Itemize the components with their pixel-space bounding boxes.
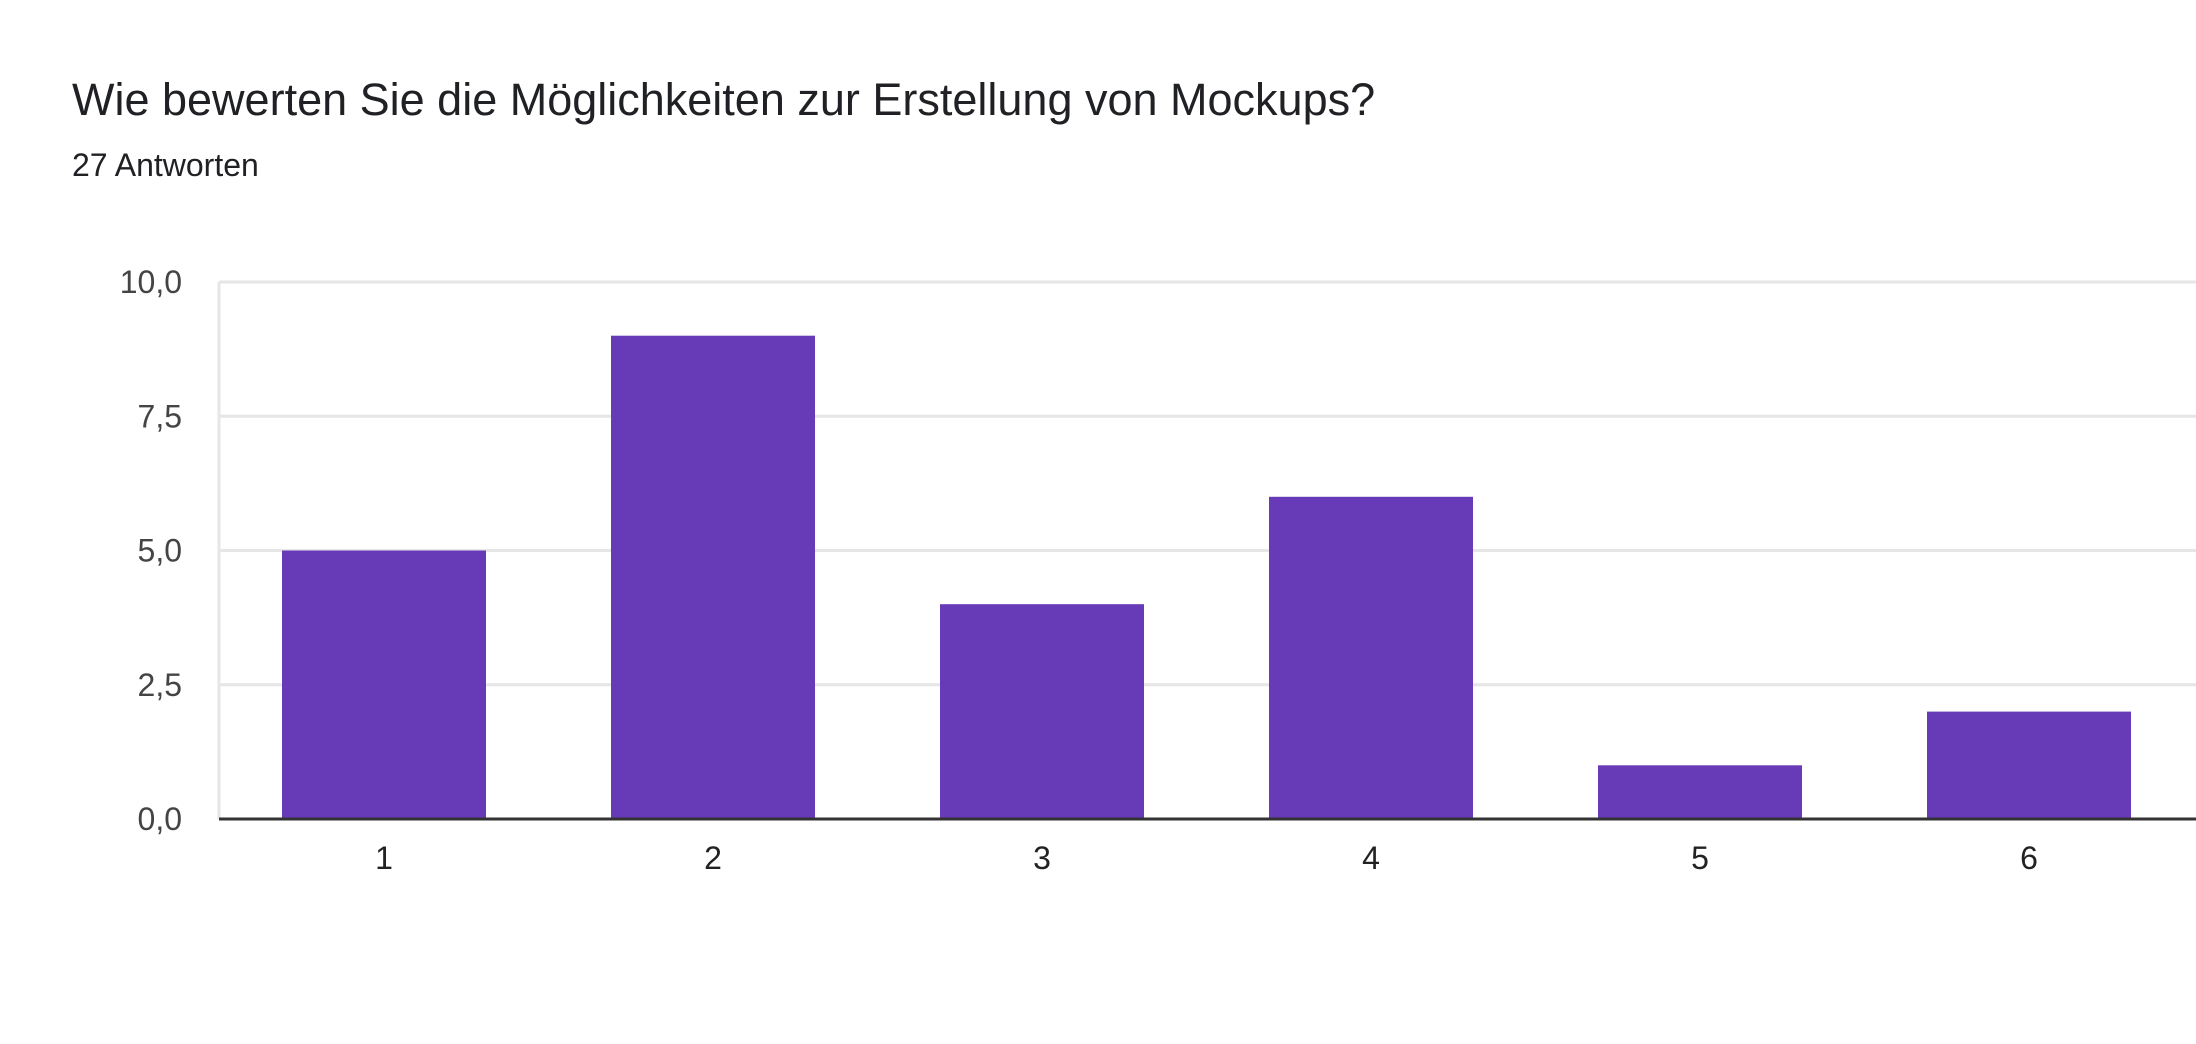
x-tick-label: 1 bbox=[375, 840, 393, 876]
bar-1 bbox=[282, 550, 486, 819]
x-tick-label: 4 bbox=[1362, 840, 1380, 876]
x-tick-label: 2 bbox=[704, 840, 722, 876]
bar-2 bbox=[611, 335, 815, 819]
bars bbox=[282, 335, 2131, 819]
bar-4 bbox=[1269, 496, 1473, 819]
x-tick-label: 3 bbox=[1033, 840, 1051, 876]
chart-title: Wie bewerten Sie die Möglichkeiten zur E… bbox=[72, 74, 1376, 125]
response-count: 27 Antworten bbox=[72, 147, 259, 183]
y-tick-label: 7,5 bbox=[138, 398, 182, 434]
tick-labels: 0,0 2,5 5,0 7,5 10,0 1 2 3 4 5 6 bbox=[120, 264, 2038, 876]
axes bbox=[217, 282, 2196, 821]
x-tick-label: 6 bbox=[2020, 840, 2038, 876]
bar-5 bbox=[1598, 765, 1802, 819]
gridlines bbox=[219, 280, 2196, 687]
y-tick-label: 2,5 bbox=[138, 667, 182, 703]
y-tick-label: 5,0 bbox=[138, 533, 182, 569]
y-tick-label: 0,0 bbox=[138, 801, 182, 837]
y-tick-label: 10,0 bbox=[120, 264, 182, 300]
bar-3 bbox=[940, 604, 1144, 819]
x-tick-label: 5 bbox=[1691, 840, 1709, 876]
bar-6 bbox=[1927, 711, 2131, 819]
